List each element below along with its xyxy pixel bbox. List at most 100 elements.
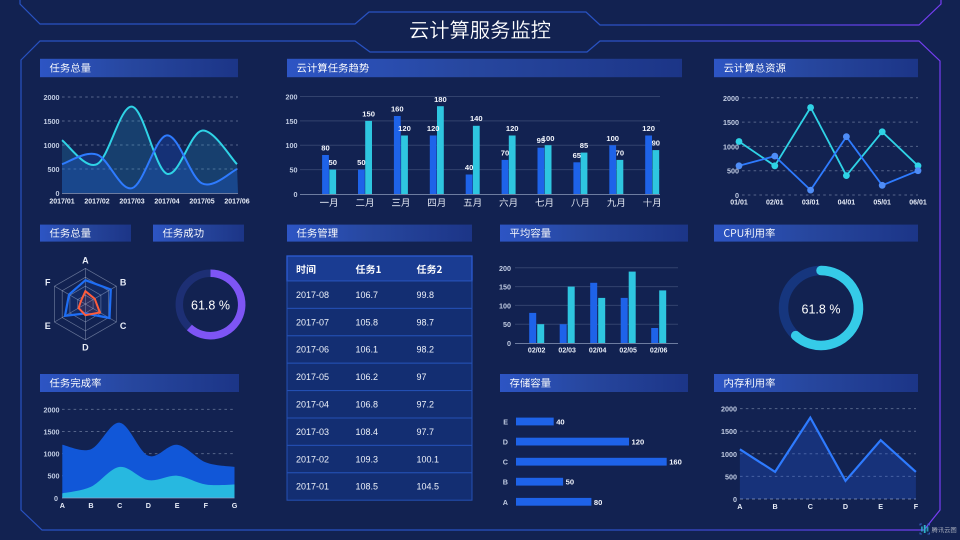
svg-text:2017/05: 2017/05 [189,199,214,206]
svg-text:D: D [503,438,508,447]
svg-text:120: 120 [642,124,655,133]
svg-text:2000: 2000 [721,405,737,414]
svg-text:106.1: 106.1 [356,345,379,355]
svg-text:C: C [120,321,127,331]
svg-text:02/02: 02/02 [528,348,546,355]
svg-text:2017/06: 2017/06 [224,199,249,206]
svg-text:E: E [878,502,883,511]
svg-text:F: F [204,501,209,510]
svg-text:02/06: 02/06 [650,348,668,355]
svg-text:108.4: 108.4 [356,427,379,437]
svg-text:2017-03: 2017-03 [296,427,329,437]
svg-text:1500: 1500 [721,427,737,436]
svg-text:E: E [175,501,180,510]
svg-text:70: 70 [501,148,509,157]
svg-text:150: 150 [362,109,375,118]
svg-text:D: D [82,343,89,353]
svg-text:02/01: 02/01 [766,200,784,207]
svg-text:B: B [772,502,777,511]
svg-text:1000: 1000 [44,450,60,459]
svg-text:E: E [45,321,51,331]
svg-text:80: 80 [594,498,602,507]
svg-text:G: G [232,501,238,510]
svg-text:2017-01: 2017-01 [296,482,329,492]
svg-text:120: 120 [632,438,645,447]
svg-text:2017/03: 2017/03 [119,199,144,206]
svg-text:05/01: 05/01 [873,200,891,207]
svg-text:61.8 %: 61.8 % [191,299,230,313]
svg-text:02/04: 02/04 [589,348,607,355]
svg-text:2017-08: 2017-08 [296,290,329,300]
svg-text:E: E [503,418,508,427]
svg-text:0: 0 [735,191,739,200]
svg-text:99.8: 99.8 [417,290,435,300]
svg-text:2017/01: 2017/01 [49,199,74,206]
svg-text:1500: 1500 [723,118,739,127]
svg-text:160: 160 [669,458,682,467]
svg-text:105.8: 105.8 [356,317,379,327]
svg-text:06/01: 06/01 [909,200,927,207]
svg-text:F: F [45,277,51,287]
svg-text:100.1: 100.1 [417,454,440,464]
svg-text:02/05: 02/05 [619,348,637,355]
svg-text:106.8: 106.8 [356,400,379,410]
svg-text:100: 100 [606,134,619,143]
svg-text:200: 200 [499,264,511,273]
svg-text:D: D [843,502,848,511]
svg-text:120: 120 [506,124,519,133]
svg-text:0: 0 [54,494,58,503]
svg-text:A: A [82,256,89,266]
svg-text:2017-07: 2017-07 [296,317,329,327]
svg-text:97: 97 [417,372,427,382]
svg-text:150: 150 [286,117,298,126]
svg-text:2017-06: 2017-06 [296,345,329,355]
svg-text:500: 500 [727,167,739,176]
svg-text:01/01: 01/01 [730,200,748,207]
svg-text:1500: 1500 [44,428,60,437]
svg-text:160: 160 [391,105,404,114]
svg-text:50: 50 [290,166,298,175]
svg-text:120: 120 [427,124,440,133]
svg-text:120: 120 [398,124,411,133]
svg-text:90: 90 [652,139,660,148]
svg-text:2000: 2000 [723,94,739,103]
svg-text:2017/02: 2017/02 [84,199,109,206]
svg-text:98.2: 98.2 [417,345,435,355]
svg-text:C: C [117,501,122,510]
svg-text:109.3: 109.3 [356,454,379,464]
svg-text:65: 65 [573,151,582,160]
svg-text:2000: 2000 [44,93,60,102]
svg-text:80: 80 [321,144,329,153]
svg-text:1000: 1000 [721,450,737,459]
svg-text:0: 0 [56,189,60,198]
svg-text:B: B [503,478,508,487]
svg-text:500: 500 [725,472,737,481]
svg-text:2017-04: 2017-04 [296,400,329,410]
svg-text:1500: 1500 [44,117,60,126]
svg-text:0: 0 [294,190,298,199]
svg-text:F: F [914,502,919,511]
svg-text:95: 95 [537,136,546,145]
svg-text:50: 50 [328,158,336,167]
svg-text:D: D [146,501,151,510]
svg-text:104.5: 104.5 [417,482,440,492]
svg-text:50: 50 [357,158,365,167]
svg-text:A: A [503,498,508,507]
svg-text:B: B [88,501,93,510]
svg-text:500: 500 [48,165,60,174]
svg-text:A: A [737,502,742,511]
svg-text:50: 50 [503,320,511,329]
svg-text:2017-02: 2017-02 [296,454,329,464]
svg-text:97.7: 97.7 [417,427,435,437]
svg-text:98.7: 98.7 [417,317,435,327]
svg-text:C: C [503,458,508,467]
svg-text:40: 40 [556,418,564,427]
svg-text:A: A [60,501,65,510]
svg-text:500: 500 [48,472,60,481]
svg-text:100: 100 [542,134,555,143]
svg-text:40: 40 [465,163,473,172]
svg-text:61.8 %: 61.8 % [802,303,841,317]
svg-text:1000: 1000 [723,142,739,151]
svg-text:97.2: 97.2 [417,400,435,410]
svg-text:180: 180 [434,95,447,104]
